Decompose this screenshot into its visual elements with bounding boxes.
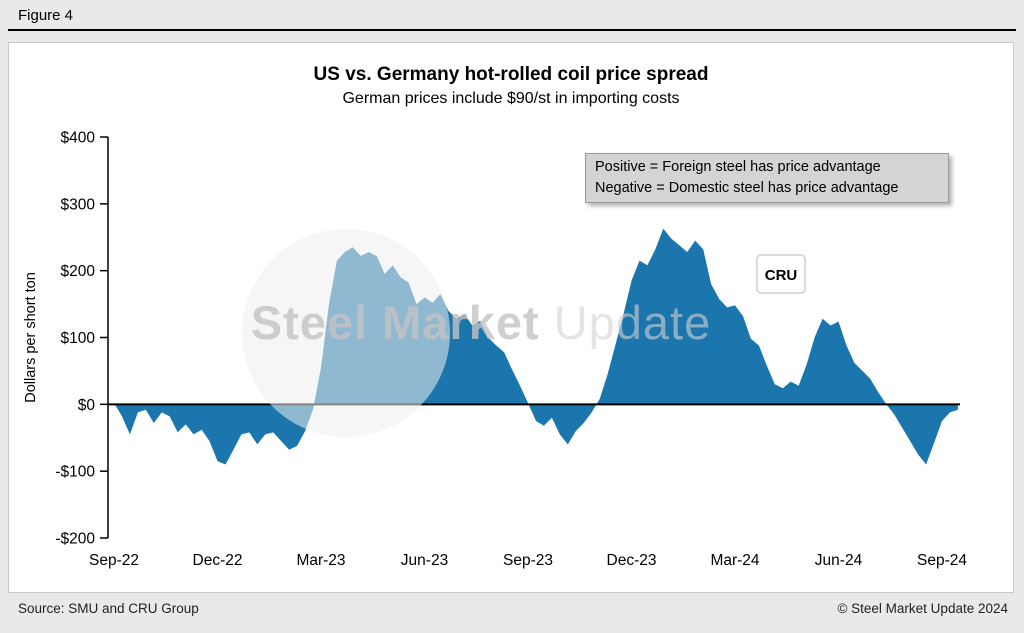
annotation-line-negative: Negative = Domestic steel has price adva… [595,179,899,196]
x-tick-label: Dec-23 [607,552,657,569]
annotation-box: Positive = Foreign steel has price advan… [585,153,949,204]
y-tick-label: $400 [61,130,96,147]
x-tick-label: Mar-23 [296,552,345,569]
cru-logo-watermark [756,254,806,294]
x-tick-label: Dec-22 [193,552,243,569]
header-rule [8,29,1016,31]
x-tick-label: Jun-23 [401,552,448,569]
area-series [114,228,958,465]
cru-logo-text: CRU [765,267,798,284]
figure-label: Figure 4 [18,7,74,24]
x-tick-label: Sep-23 [503,552,553,569]
y-tick-label: $0 [78,397,96,414]
footer-copyright: © Steel Market Update 2024 [837,601,1008,616]
chart-title: US vs. Germany hot-rolled coil price spr… [313,64,709,85]
y-tick-label: $300 [61,196,96,213]
chart-panel: $400 $300 $200 $100 $0 -$100 -$200 Sep-22 Dec-22… [8,42,1014,593]
chart-subtitle: German prices include $90/st in importin… [342,90,680,107]
y-tick-label: -$100 [55,464,95,481]
smu-text-watermark: Steel Market Update [251,296,712,349]
y-tick-label: -$200 [55,531,95,548]
y-tick-label: $100 [61,330,96,347]
y-tick-label: $200 [61,263,96,280]
smu-logo-watermark [242,229,450,437]
x-tick-label: Mar-24 [710,552,759,569]
footer-source: Source: SMU and CRU Group [18,601,199,616]
x-tick-label: Jun-24 [815,552,863,569]
y-axis-title: Dollars per short ton [23,272,39,403]
chart-canvas: $400 $300 $200 $100 $0 -$100 -$200 Sep-22 Dec-22… [23,130,967,570]
x-tick-label: Sep-22 [89,552,139,569]
x-tick-label: Sep-24 [917,552,967,569]
annotation-line-positive: Positive = Foreign steel has price advan… [595,159,881,175]
